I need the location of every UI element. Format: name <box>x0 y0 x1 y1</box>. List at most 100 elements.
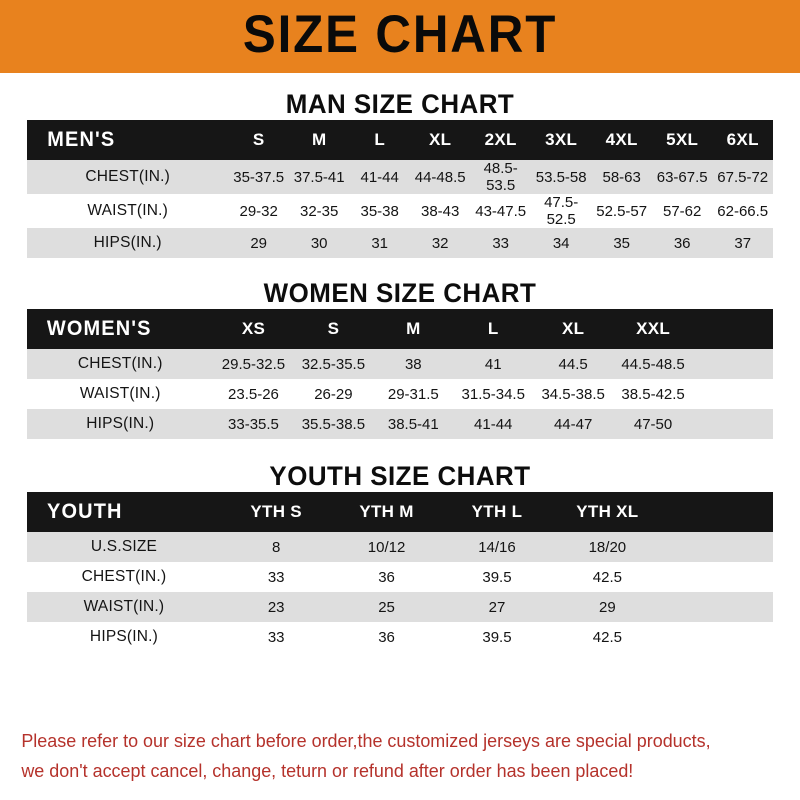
table-row: HIPS(IN.) 33-35.5 35.5-38.5 38.5-41 41-44 44-… <box>27 409 773 439</box>
column-header-s: S <box>327 319 340 338</box>
table-row: WAIST(IN.) 29-32 32-35 35-38 38-43 43-47.5 47.… <box>27 194 773 228</box>
table-corner-label: WOMEN'S <box>46 317 152 340</box>
size-table-women-size-chart: WOMEN'S XS S M L XL XXL CHEST(IN.) 29.5-32.5 32.5… <box>27 309 773 439</box>
column-header-5xl: 5XL <box>666 130 699 149</box>
section-title-youth-size-chart: YOUTH SIZE CHART <box>269 461 531 491</box>
row-label: CHEST(IN.) <box>81 568 167 585</box>
measurement-cell <box>663 622 773 652</box>
measurement-cell: 29.5-32.5 <box>221 355 286 373</box>
row-label: WAIST(IN.) <box>83 598 165 615</box>
table-row: WAIST(IN.) 23.5-26 26-29 29-31.5 31.5-34.5 34… <box>27 379 773 409</box>
measurement-cell: 39.5 <box>482 628 512 646</box>
row-label: HIPS(IN.) <box>86 415 155 432</box>
table-row: CHEST(IN.) 35-37.5 37.5-41 41-44 44-48.5 48.5… <box>27 160 773 194</box>
column-header-spacer <box>693 309 773 349</box>
measurement-cell: 38-43 <box>420 202 460 220</box>
measurement-cell: 30 <box>310 234 328 252</box>
measurement-cell: 29 <box>599 598 616 616</box>
column-header-4xl: 4XL <box>605 130 638 149</box>
column-header-3xl: 3XL <box>545 130 578 149</box>
column-header-yth-s: YTH S <box>250 502 302 521</box>
measurement-cell: 36 <box>673 234 691 252</box>
measurement-cell: 63-67.5 <box>656 168 708 186</box>
measurement-cell: 52.5-57 <box>596 202 648 220</box>
measurement-cell: 53.5-58 <box>535 168 587 186</box>
measurement-cell <box>663 532 773 562</box>
measurement-cell: 23 <box>267 598 285 616</box>
table-wrap-man-size-chart: MEN'S S M L XL 2XL 3XL 4XL 5XL 6XL CHEST(IN.) 35-37… <box>27 120 773 258</box>
measurement-cell <box>693 409 773 439</box>
measurement-cell: 32-35 <box>299 202 339 220</box>
measurement-cell: 18/20 <box>588 538 627 556</box>
measurement-cell: 27 <box>488 598 506 616</box>
column-header-yth-m: YTH M <box>359 502 414 521</box>
measurement-cell: 36 <box>378 628 395 646</box>
size-table-youth-size-chart: YOUTH YTH S YTH M YTH L YTH XL U.S.SIZE 8 10/12… <box>27 492 773 652</box>
column-header-l: L <box>487 319 499 338</box>
disclaimer-line-1: Please refer to our size chart before or… <box>21 730 711 751</box>
measurement-cell: 33 <box>267 568 285 586</box>
order-disclaimer: Please refer to our size chart before or… <box>0 726 776 786</box>
row-label: HIPS(IN.) <box>93 234 162 251</box>
measurement-cell: 37 <box>734 234 752 252</box>
column-header-yth-l: YTH L <box>471 502 523 521</box>
measurement-cell: 36 <box>378 568 395 586</box>
row-label: U.S.SIZE <box>90 538 158 555</box>
measurement-cell: 29 <box>250 234 268 252</box>
row-label: HIPS(IN.) <box>89 628 159 645</box>
measurement-cell: 34.5-38.5 <box>541 385 605 403</box>
disclaimer-line-2: we don't accept cancel, change, teturn o… <box>21 760 634 781</box>
measurement-cell: 31.5-34.5 <box>461 385 525 403</box>
measurement-cell: 35 <box>613 234 631 252</box>
row-label: CHEST(IN.) <box>77 355 163 372</box>
measurement-cell: 32 <box>431 234 449 252</box>
measurement-cell <box>663 562 773 592</box>
measurement-cell: 38 <box>404 355 422 373</box>
measurement-cell: 44-48.5 <box>414 168 466 186</box>
measurement-cell: 33 <box>492 234 510 252</box>
table-row: HIPS(IN.) 33 36 39.5 42.5 <box>27 622 773 652</box>
measurement-cell: 34 <box>552 234 570 252</box>
measurement-cell: 32.5-35.5 <box>301 355 366 373</box>
measurement-cell: 47.5-52.5 <box>544 194 579 228</box>
measurement-cell: 67.5-72 <box>717 168 769 186</box>
measurement-cell: 25 <box>378 598 395 616</box>
column-header-xxl: XXL <box>636 319 671 338</box>
size-chart-banner: SIZE CHART <box>0 0 800 73</box>
table-header-row: WOMEN'S XS S M L XL XXL <box>27 309 773 349</box>
column-header-m: M <box>311 130 327 149</box>
measurement-cell: 44.5-48.5 <box>621 355 685 373</box>
measurement-cell: 41 <box>484 355 502 373</box>
measurement-cell: 10/12 <box>367 538 406 556</box>
column-header-m: M <box>406 319 421 338</box>
measurement-cell: 29-31.5 <box>387 385 439 403</box>
row-label: WAIST(IN.) <box>79 385 161 402</box>
column-header-spacer <box>663 492 773 532</box>
page-title: SIZE CHART <box>242 5 558 64</box>
row-label: CHEST(IN.) <box>85 168 171 185</box>
measurement-cell: 8 <box>271 538 281 556</box>
column-header-6xl: 6XL <box>726 130 759 149</box>
measurement-cell: 33 <box>267 628 285 646</box>
measurement-cell: 33-35.5 <box>228 415 279 433</box>
measurement-cell: 35-37.5 <box>233 168 285 186</box>
table-row: HIPS(IN.) 29 30 31 32 33 34 35 36 37 <box>27 228 773 258</box>
table-wrap-women-size-chart: WOMEN'S XS S M L XL XXL CHEST(IN.) 29.5-32.5 32.5… <box>27 309 773 439</box>
column-header-xl: XL <box>429 130 452 149</box>
measurement-cell <box>693 379 773 409</box>
measurement-cell: 58-63 <box>602 168 641 186</box>
measurement-cell: 42.5 <box>592 568 622 586</box>
table-wrap-youth-size-chart: YOUTH YTH S YTH M YTH L YTH XL U.S.SIZE 8 10/12… <box>27 492 773 652</box>
column-header-yth-xl: YTH XL <box>576 502 639 521</box>
measurement-cell: 38.5-41 <box>387 415 439 433</box>
measurement-cell: 37.5-41 <box>293 168 345 186</box>
measurement-cell: 47-50 <box>633 415 673 433</box>
measurement-cell: 26-29 <box>314 385 353 403</box>
measurement-cell: 48.5-53.5 <box>483 160 518 194</box>
column-header-s: S <box>252 130 265 149</box>
measurement-cell: 38.5-42.5 <box>621 385 685 403</box>
column-header-xl: XL <box>561 319 585 338</box>
table-row: CHEST(IN.) 33 36 39.5 42.5 <box>27 562 773 592</box>
table-row: WAIST(IN.) 23 25 27 29 <box>27 592 773 622</box>
measurement-cell: 39.5 <box>482 568 512 586</box>
